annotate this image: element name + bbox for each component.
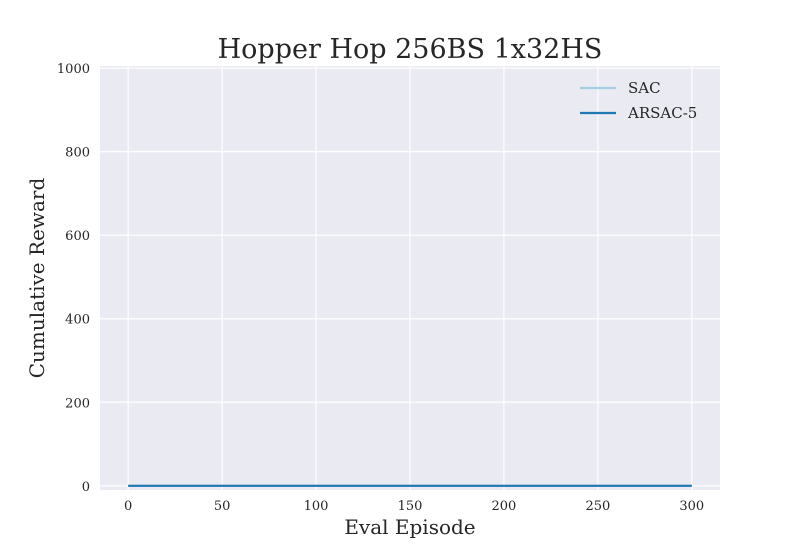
x-axis-label: Eval Episode bbox=[344, 515, 475, 539]
chart-title: Hopper Hop 256BS 1x32HS bbox=[218, 34, 603, 65]
x-tick-label: 250 bbox=[585, 499, 610, 514]
y-axis-label: Cumulative Reward bbox=[25, 178, 49, 379]
x-tick-label: 50 bbox=[214, 499, 231, 514]
legend-label: ARSAC-5 bbox=[627, 104, 697, 122]
y-tick-label: 1000 bbox=[57, 62, 90, 77]
y-tick-label: 200 bbox=[65, 396, 90, 411]
y-tick-label: 600 bbox=[65, 229, 90, 244]
x-tick-label: 300 bbox=[679, 499, 704, 514]
x-tick-label: 200 bbox=[492, 499, 517, 514]
legend: SAC ARSAC-5 bbox=[580, 79, 697, 122]
x-tick-label: 150 bbox=[398, 499, 423, 514]
y-tick-label: 0 bbox=[82, 480, 90, 495]
y-tick-label: 400 bbox=[65, 313, 90, 328]
legend-label: SAC bbox=[628, 79, 661, 97]
y-tick-label: 800 bbox=[65, 146, 90, 161]
x-tick-label: 100 bbox=[304, 499, 329, 514]
x-tick-label: 0 bbox=[124, 499, 132, 514]
y-tick-labels: 0 200 400 600 800 1000 bbox=[57, 62, 90, 495]
x-tick-labels: 0 50 100 150 200 250 300 bbox=[124, 499, 704, 514]
